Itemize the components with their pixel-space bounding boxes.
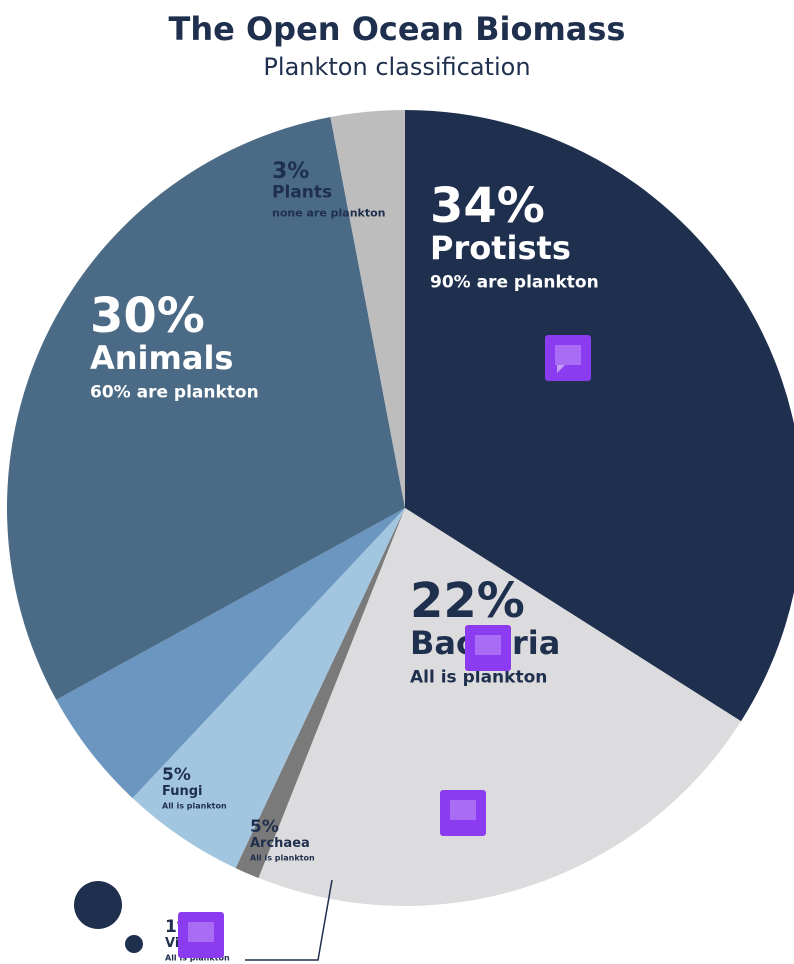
category-label: Protists [430,229,571,267]
description-label: none are plankton [272,206,386,219]
leader-line [245,879,333,961]
category-label: Fungi [162,784,203,799]
category-label: Archaea [250,836,310,851]
chart-title: The Open Ocean Biomass [169,10,626,48]
pie-slice [235,508,405,879]
comment-icon[interactable] [545,335,591,381]
value-label: 3% [272,159,309,184]
comment-icon[interactable] [465,625,511,671]
pie-slice [258,508,742,907]
value-label: 30% [90,288,205,344]
chart-subtitle: Plankton classification [263,53,530,81]
description-label: All is plankton [162,802,227,811]
pie-slice [132,508,406,869]
pie-slice [405,110,794,722]
pie-slice [6,117,405,700]
category-label: Animals [90,339,233,377]
description-label: All is plankton [410,668,547,688]
description-label: All is plankton [165,954,230,963]
comment-icon[interactable] [178,912,224,958]
value-label: 34% [430,178,545,234]
pie-slice [56,508,405,799]
description-label: 90% are plankton [430,273,599,293]
category-label: Plants [272,183,332,203]
pie [6,110,794,907]
virus-icon [125,935,143,953]
pie-slice [330,110,405,508]
value-label: 22% [410,573,525,629]
virus-icon [74,881,122,929]
description-label: 60% are plankton [90,383,259,403]
value-label: 5% [250,817,279,837]
description-label: All is plankton [250,854,315,863]
value-label: 5% [162,765,191,785]
comment-icon[interactable] [440,790,486,836]
